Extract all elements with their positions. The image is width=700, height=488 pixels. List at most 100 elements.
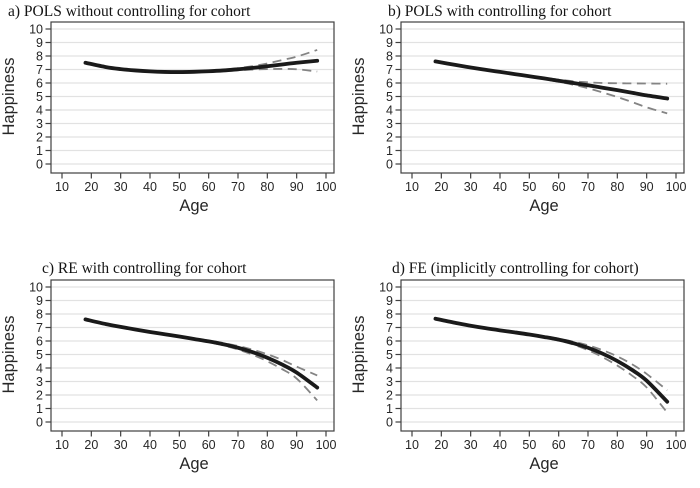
y-tick-label: 0 bbox=[36, 157, 43, 171]
x-tick-label: 90 bbox=[640, 180, 654, 194]
plot-border bbox=[50, 21, 335, 174]
x-tick-label: 10 bbox=[55, 438, 69, 452]
panel-b-title: b) POLS with controlling for cohort bbox=[388, 3, 612, 20]
plot-border bbox=[50, 279, 335, 432]
y-tick-label: 10 bbox=[379, 22, 393, 36]
x-tick-label: 80 bbox=[610, 180, 624, 194]
x-tick-label: 60 bbox=[202, 438, 216, 452]
x-tick-label: 60 bbox=[202, 180, 216, 194]
x-tick-label: 90 bbox=[290, 438, 304, 452]
y-tick-label: 0 bbox=[386, 157, 393, 171]
y-tick-label: 1 bbox=[386, 402, 393, 416]
x-tick-label: 30 bbox=[114, 180, 128, 194]
y-tick-label: 8 bbox=[386, 49, 393, 63]
y-tick-label: 3 bbox=[386, 117, 393, 131]
plot-border bbox=[400, 21, 685, 174]
x-tick-label: 20 bbox=[84, 438, 98, 452]
panel-c-title: c) RE with controlling for cohort bbox=[42, 260, 247, 277]
series-estimate bbox=[433, 316, 670, 404]
series-ci-lower bbox=[435, 318, 668, 414]
y-axis-label: Happiness bbox=[0, 316, 18, 394]
x-tick-label: 80 bbox=[610, 438, 624, 452]
y-tick-label: 9 bbox=[36, 36, 43, 50]
panel-d-chart: d) FE (implicitly controlling for cohort… bbox=[350, 260, 687, 473]
y-tick-label: 6 bbox=[36, 76, 43, 90]
x-tick-label: 20 bbox=[434, 438, 448, 452]
y-tick-label: 8 bbox=[36, 49, 43, 63]
x-tick-label: 40 bbox=[143, 438, 157, 452]
y-tick-label: 6 bbox=[386, 76, 393, 90]
x-tick-label: 50 bbox=[522, 180, 536, 194]
y-tick-label: 7 bbox=[36, 321, 43, 335]
x-tick-label: 50 bbox=[172, 180, 186, 194]
panel-b: b) POLS with controlling for cohort Happ… bbox=[350, 0, 700, 244]
x-tick-label: 60 bbox=[552, 438, 566, 452]
panel-d-title: d) FE (implicitly controlling for cohort… bbox=[392, 260, 639, 277]
x-axis-label: Age bbox=[179, 455, 208, 473]
x-axis-label: Age bbox=[529, 197, 558, 215]
x-axis-label: Age bbox=[529, 455, 558, 473]
y-tick-label: 3 bbox=[36, 375, 43, 389]
series-estimate bbox=[433, 59, 670, 101]
panel-a-chart: a) POLS without controlling for cohort H… bbox=[0, 3, 337, 215]
y-tick-label: 7 bbox=[36, 63, 43, 77]
x-tick-label: 20 bbox=[84, 180, 98, 194]
y-tick-label: 9 bbox=[386, 294, 393, 308]
x-tick-label: 80 bbox=[260, 438, 274, 452]
x-tick-label: 40 bbox=[493, 180, 507, 194]
x-axis-label: Age bbox=[179, 197, 208, 215]
plot-border bbox=[400, 279, 685, 432]
panel-a-title: a) POLS without controlling for cohort bbox=[8, 3, 251, 20]
y-axis-label: Happiness bbox=[0, 58, 18, 136]
y-axis-label: Happiness bbox=[350, 316, 368, 394]
y-tick-label: 0 bbox=[36, 415, 43, 429]
y-tick-label: 2 bbox=[36, 388, 43, 402]
y-axis-label: Happiness bbox=[350, 58, 368, 136]
y-tick-label: 2 bbox=[386, 388, 393, 402]
y-tick-label: 1 bbox=[36, 144, 43, 158]
x-tick-label: 100 bbox=[666, 438, 687, 452]
y-tick-label: 7 bbox=[386, 321, 393, 335]
x-tick-label: 70 bbox=[231, 180, 245, 194]
x-tick-label: 70 bbox=[581, 438, 595, 452]
y-tick-label: 2 bbox=[386, 130, 393, 144]
y-tick-label: 6 bbox=[36, 334, 43, 348]
y-tick-label: 10 bbox=[29, 22, 43, 36]
y-tick-label: 10 bbox=[29, 280, 43, 294]
panel-a: a) POLS without controlling for cohort H… bbox=[0, 0, 350, 244]
y-tick-label: 10 bbox=[379, 280, 393, 294]
series-estimate bbox=[83, 317, 320, 390]
x-tick-label: 10 bbox=[405, 180, 419, 194]
y-tick-label: 7 bbox=[386, 63, 393, 77]
x-tick-label: 50 bbox=[172, 438, 186, 452]
y-tick-label: 4 bbox=[386, 361, 393, 375]
y-tick-label: 1 bbox=[386, 144, 393, 158]
y-tick-label: 8 bbox=[386, 307, 393, 321]
x-tick-label: 70 bbox=[231, 438, 245, 452]
x-tick-label: 30 bbox=[114, 438, 128, 452]
x-tick-label: 80 bbox=[260, 180, 274, 194]
y-tick-label: 9 bbox=[386, 36, 393, 50]
series-ci-lower bbox=[85, 319, 318, 402]
y-tick-label: 9 bbox=[36, 294, 43, 308]
y-tick-label: 6 bbox=[386, 334, 393, 348]
x-tick-label: 10 bbox=[405, 438, 419, 452]
x-tick-label: 100 bbox=[666, 180, 687, 194]
x-tick-label: 90 bbox=[640, 438, 654, 452]
x-tick-label: 90 bbox=[290, 180, 304, 194]
x-tick-label: 40 bbox=[143, 180, 157, 194]
panel-b-chart: b) POLS with controlling for cohort Happ… bbox=[350, 3, 687, 215]
x-tick-label: 100 bbox=[316, 180, 337, 194]
y-tick-label: 0 bbox=[386, 415, 393, 429]
x-tick-label: 10 bbox=[55, 180, 69, 194]
x-tick-label: 70 bbox=[581, 180, 595, 194]
y-tick-label: 4 bbox=[386, 103, 393, 117]
x-tick-label: 30 bbox=[464, 180, 478, 194]
x-tick-label: 20 bbox=[434, 180, 448, 194]
x-tick-label: 30 bbox=[464, 438, 478, 452]
x-tick-label: 40 bbox=[493, 438, 507, 452]
y-tick-label: 5 bbox=[386, 90, 393, 104]
